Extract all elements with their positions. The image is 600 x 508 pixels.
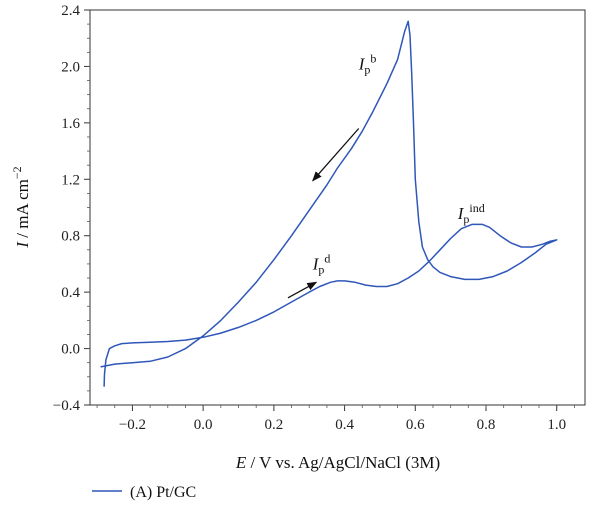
annotation-ip-b: Ipb	[358, 51, 377, 76]
annotation-ip-ind: Ipind	[457, 201, 485, 226]
arrow-layer	[287, 128, 360, 299]
series-layer	[100, 20, 558, 387]
x-tick-label: 0.4	[335, 417, 354, 433]
series-line-pt-gc	[100, 20, 558, 387]
x-tick-label: 0.2	[264, 417, 283, 433]
x-tick-label: −0.2	[119, 417, 146, 433]
y-tick-label: 0.0	[61, 342, 80, 358]
y-tick-label: 1.2	[61, 172, 80, 188]
legend: (A) Pt/GC	[92, 484, 196, 501]
scan-direction-arrow	[312, 128, 360, 182]
x-axis-title: E / V vs. Ag/AgCl/NaCl (3M)	[235, 453, 440, 472]
annotation-layer: Ipb Ipind Ipd	[312, 51, 485, 276]
x-tick-label: 1.0	[547, 417, 566, 433]
y-tick-label: 2.4	[61, 3, 80, 19]
y-tick-label: 0.8	[61, 229, 80, 245]
y-axis-title: I / mA cm−2	[10, 166, 32, 248]
y-tick-label: 1.6	[61, 116, 80, 132]
plot-frame	[89, 9, 586, 406]
scan-direction-arrow	[287, 281, 318, 299]
annotation-ip-d: Ipd	[312, 252, 331, 277]
x-tick-label: 0.8	[477, 417, 496, 433]
y-tick-label: −0.4	[53, 398, 81, 414]
legend-label-pt-gc: (A) Pt/GC	[130, 484, 196, 501]
ticks-layer: −0.2 0.0 0.2 0.4 0.6 0.8 1.0 −0.4 0.0 0.4 0.8 1.2 1.…	[53, 3, 575, 433]
x-tick-label: 0.0	[194, 417, 213, 433]
x-tick-label: 0.6	[406, 417, 425, 433]
y-tick-label: 0.4	[61, 285, 80, 301]
y-tick-label: 2.0	[61, 59, 80, 75]
